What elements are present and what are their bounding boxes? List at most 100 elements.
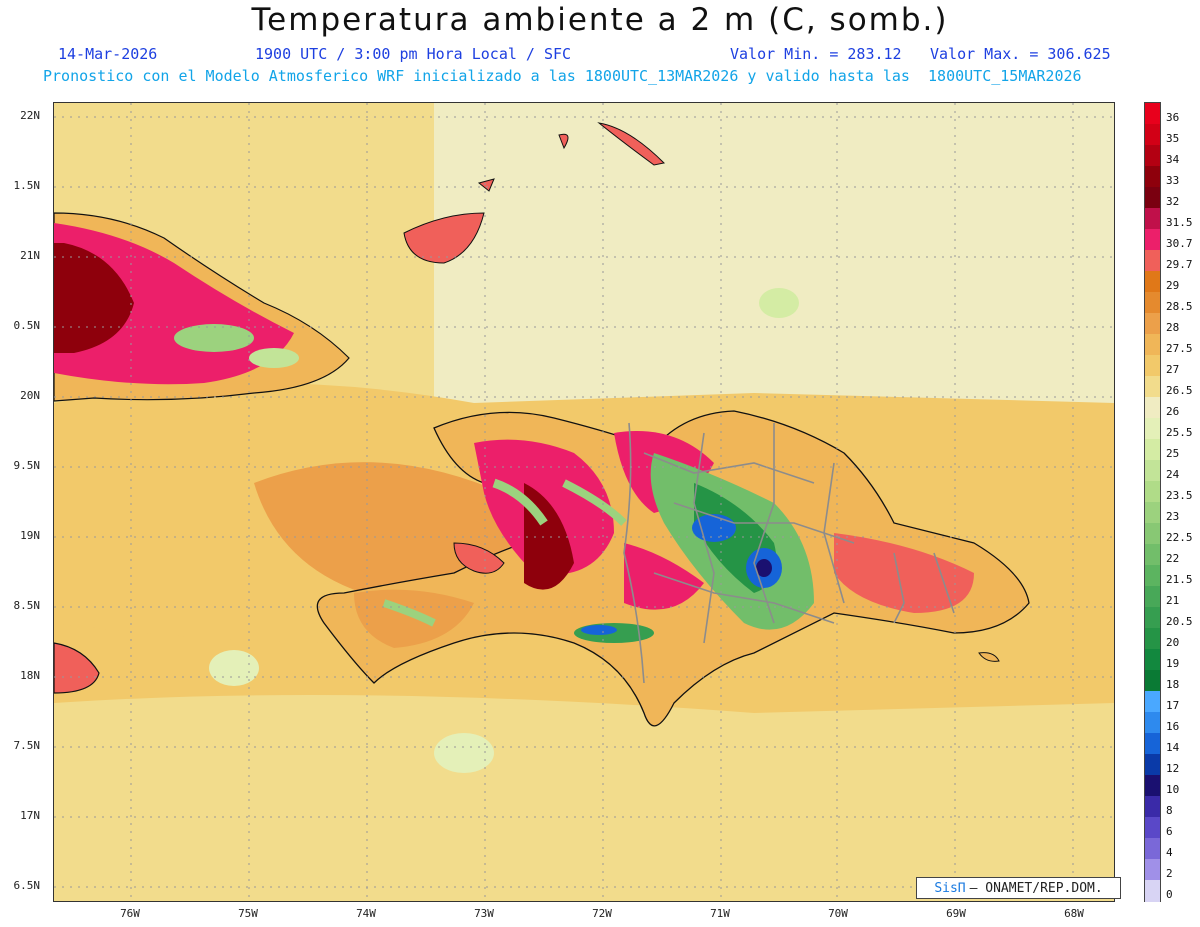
legend-label: 6 — [1166, 825, 1173, 838]
chart-title: Temperatura ambiente a 2 m (C, somb.) — [251, 2, 949, 38]
legend-swatch — [1145, 880, 1160, 902]
legend-label: 12 — [1166, 762, 1180, 775]
legend-label: 26.5 — [1166, 384, 1193, 397]
legend-swatch — [1145, 754, 1160, 776]
legend-swatch — [1145, 481, 1160, 503]
lon-label: 69W — [946, 907, 966, 920]
legend-swatch — [1145, 523, 1160, 545]
legend-swatch — [1145, 418, 1160, 440]
legend-swatch — [1145, 313, 1160, 335]
legend-label: 21 — [1166, 594, 1180, 607]
lat-label: 0.5N — [13, 319, 41, 332]
legend-label: 29 — [1166, 279, 1180, 292]
sispi-logo: SisΠ — [934, 880, 966, 896]
legend-swatch — [1145, 859, 1160, 881]
lat-label: 9.5N — [13, 459, 41, 472]
legend-swatch — [1145, 649, 1160, 671]
legend-label: 28 — [1166, 321, 1180, 334]
legend-swatch — [1145, 607, 1160, 629]
lat-label: 1.5N — [13, 179, 41, 192]
legend-label: 30.7 — [1166, 237, 1193, 250]
legend-swatch — [1145, 124, 1160, 146]
lat-label: 17N — [20, 809, 40, 822]
legend-swatch — [1145, 670, 1160, 692]
lat-label: 18N — [20, 669, 40, 682]
legend-label: 29.7 — [1166, 258, 1193, 271]
legend-swatch — [1145, 334, 1160, 356]
legend-swatch — [1145, 292, 1160, 314]
legend-label: 31.5 — [1166, 216, 1193, 229]
legend-label: 20.5 — [1166, 615, 1193, 628]
lat-label: 6.5N — [13, 879, 41, 892]
lon-label: 76W — [120, 907, 140, 920]
temperature-map — [53, 102, 1115, 902]
legend-label: 14 — [1166, 741, 1180, 754]
legend-swatch — [1145, 187, 1160, 209]
legend-swatch — [1145, 628, 1160, 650]
legend-label: 4 — [1166, 846, 1173, 859]
legend-swatch — [1145, 355, 1160, 377]
legend-label: 28.5 — [1166, 300, 1193, 313]
legend-swatch — [1145, 397, 1160, 419]
legend-label: 36 — [1166, 111, 1180, 124]
color-scale-legend — [1144, 102, 1161, 902]
legend-swatch — [1145, 796, 1160, 818]
legend-swatch — [1145, 208, 1160, 230]
max-value: Valor Max. = 306.625 — [930, 45, 1111, 63]
legend-label: 16 — [1166, 720, 1180, 733]
map-canvas — [54, 103, 1114, 901]
legend-label: 27 — [1166, 363, 1180, 376]
legend-swatch — [1145, 166, 1160, 188]
legend-label: 23 — [1166, 510, 1180, 523]
legend-label: 25.5 — [1166, 426, 1193, 439]
legend-label: 23.5 — [1166, 489, 1193, 502]
model-info: Pronostico con el Modelo Atmosferico WRF… — [43, 67, 1082, 85]
credit-text: – ONAMET/REP.DOM. — [969, 880, 1103, 896]
legend-swatch — [1145, 460, 1160, 482]
legend-label: 19 — [1166, 657, 1180, 670]
legend-swatch — [1145, 775, 1160, 797]
legend-swatch — [1145, 376, 1160, 398]
forecast-date: 14-Mar-2026 — [58, 45, 158, 63]
legend-label: 22.5 — [1166, 531, 1193, 544]
lon-label: 73W — [474, 907, 494, 920]
lon-label: 72W — [592, 907, 612, 920]
lat-label: 7.5N — [13, 739, 41, 752]
forecast-time: 1900 UTC / 3:00 pm Hora Local / SFC — [255, 45, 572, 63]
legend-swatch — [1145, 544, 1160, 566]
legend-swatch — [1145, 586, 1160, 608]
legend-swatch — [1145, 439, 1160, 461]
legend-swatch — [1145, 691, 1160, 713]
legend-swatch — [1145, 502, 1160, 524]
legend-label: 27.5 — [1166, 342, 1193, 355]
legend-swatch — [1145, 838, 1160, 860]
legend-label: 18 — [1166, 678, 1180, 691]
legend-swatch — [1145, 145, 1160, 167]
lat-label: 19N — [20, 529, 40, 542]
legend-label: 0 — [1166, 888, 1173, 901]
legend-label: 17 — [1166, 699, 1180, 712]
legend-swatch — [1145, 817, 1160, 839]
legend-label: 35 — [1166, 132, 1180, 145]
legend-label: 10 — [1166, 783, 1180, 796]
lon-label: 74W — [356, 907, 376, 920]
legend-label: 20 — [1166, 636, 1180, 649]
legend-swatch — [1145, 250, 1160, 272]
lon-label: 70W — [828, 907, 848, 920]
legend-swatch — [1145, 271, 1160, 293]
legend-label: 21.5 — [1166, 573, 1193, 586]
legend-label: 25 — [1166, 447, 1180, 460]
legend-swatch — [1145, 565, 1160, 587]
legend-label: 2 — [1166, 867, 1173, 880]
lon-label: 71W — [710, 907, 730, 920]
credit-box: SisΠ – ONAMET/REP.DOM. — [916, 877, 1121, 899]
lat-label: 21N — [20, 249, 40, 262]
legend-swatch — [1145, 229, 1160, 251]
legend-label: 34 — [1166, 153, 1180, 166]
legend-label: 26 — [1166, 405, 1180, 418]
legend-label: 22 — [1166, 552, 1180, 565]
min-value: Valor Min. = 283.12 — [730, 45, 902, 63]
lon-label: 75W — [238, 907, 258, 920]
legend-swatch — [1145, 712, 1160, 734]
lon-label: 68W — [1064, 907, 1084, 920]
